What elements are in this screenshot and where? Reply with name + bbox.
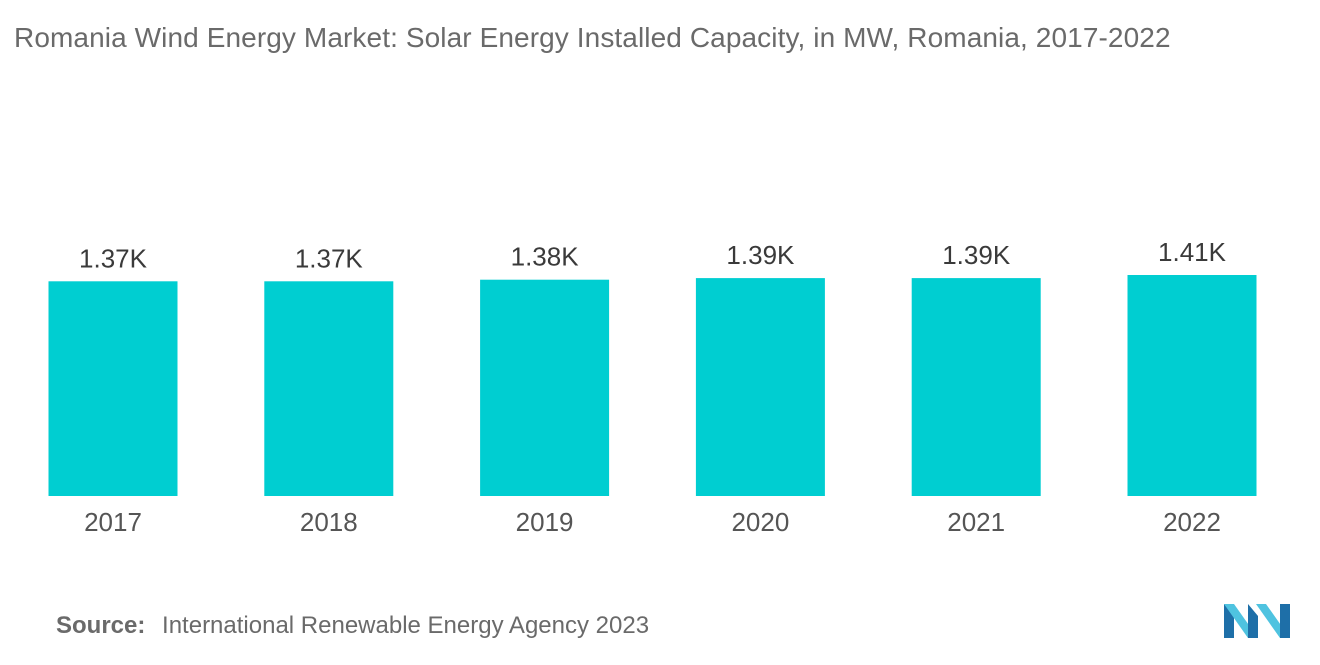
x-tick-label-2019: 2019 (516, 507, 574, 537)
source-text: International Renewable Energy Agency 20… (162, 612, 650, 639)
value-label-2019: 1.38K (511, 242, 580, 272)
x-tick-label-2018: 2018 (300, 507, 358, 537)
value-label-2017: 1.37K (79, 243, 148, 273)
bar-2022 (1127, 275, 1257, 496)
x-tick-label-2021: 2021 (947, 507, 1005, 537)
value-label-2021: 1.39K (942, 240, 1011, 270)
x-axis-tick-labels: 2017 2018 2019 2020 2021 2022 (84, 507, 1221, 537)
bar-2021 (911, 278, 1041, 496)
value-label-2022: 1.41K (1158, 237, 1227, 267)
value-labels-group: 1.37K 1.37K 1.38K 1.39K 1.39K 1.41K (79, 237, 1227, 273)
value-label-2018: 1.37K (295, 243, 364, 273)
value-label-2020: 1.39K (726, 240, 795, 270)
bar-2019 (480, 279, 610, 496)
source-label: Source: (56, 612, 146, 639)
source-note: Source: International Renewable Energy A… (56, 612, 649, 640)
bars-group (48, 275, 1257, 496)
chart-title: Romania Wind Energy Market: Solar Energy… (14, 22, 1171, 53)
bar-2017 (48, 281, 178, 496)
bar-2020 (695, 278, 825, 496)
mordor-intelligence-logo-icon (1224, 604, 1290, 638)
x-tick-label-2022: 2022 (1163, 507, 1221, 537)
bar-chart: 1.37K 1.37K 1.38K 1.39K 1.39K 1.41K 2017 2018 2… (48, 237, 1257, 537)
x-tick-label-2017: 2017 (84, 507, 142, 537)
bar-2018 (264, 281, 394, 496)
x-tick-label-2020: 2020 (731, 507, 789, 537)
